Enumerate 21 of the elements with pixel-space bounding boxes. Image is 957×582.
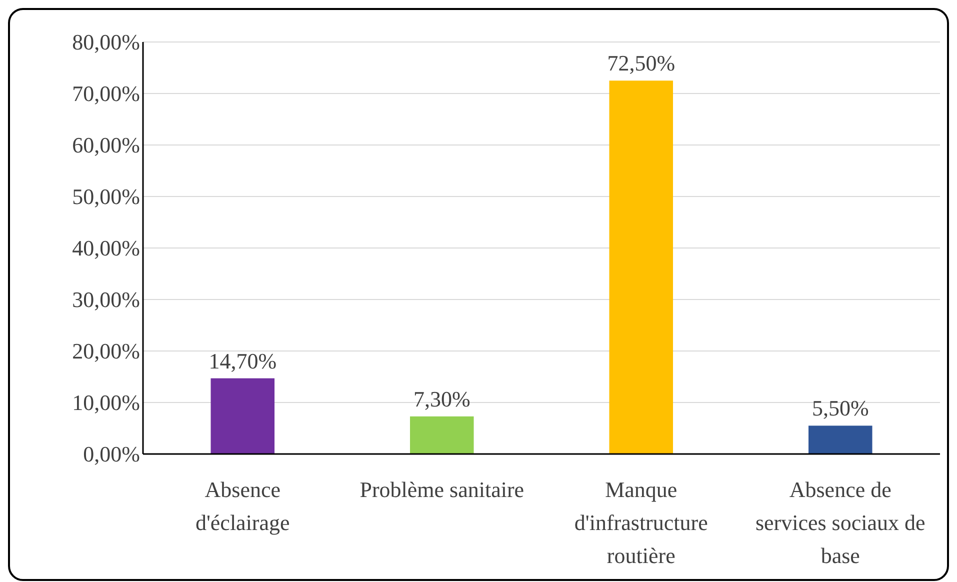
- data-label: 7,30%: [413, 386, 470, 412]
- data-label: 14,70%: [208, 348, 277, 374]
- y-tick-label: 60,00%: [72, 132, 140, 158]
- x-tick-label: Absence de services sociaux de base: [755, 477, 926, 568]
- y-tick-label: 0,00%: [83, 442, 140, 467]
- y-tick-label: 30,00%: [72, 287, 140, 312]
- data-label: 5,50%: [812, 396, 869, 421]
- data-label: 72,50%: [607, 50, 676, 76]
- y-tick-label: 20,00%: [72, 338, 140, 364]
- x-tick-label: Manque d'infrastructure routière: [574, 477, 708, 568]
- x-tick-label: Absence d'éclairage: [195, 477, 290, 535]
- bar: [210, 378, 275, 454]
- bar: [410, 416, 474, 454]
- y-tick-label: 10,00%: [72, 390, 140, 416]
- y-tick-label: 70,00%: [72, 81, 140, 106]
- bar: [808, 426, 872, 454]
- y-tick-label: 80,00%: [72, 30, 140, 55]
- bar: [609, 80, 674, 454]
- y-tick-label: 50,00%: [72, 184, 140, 210]
- x-tick-label: Problème sanitaire: [360, 477, 524, 502]
- y-tick-label: 40,00%: [72, 236, 140, 261]
